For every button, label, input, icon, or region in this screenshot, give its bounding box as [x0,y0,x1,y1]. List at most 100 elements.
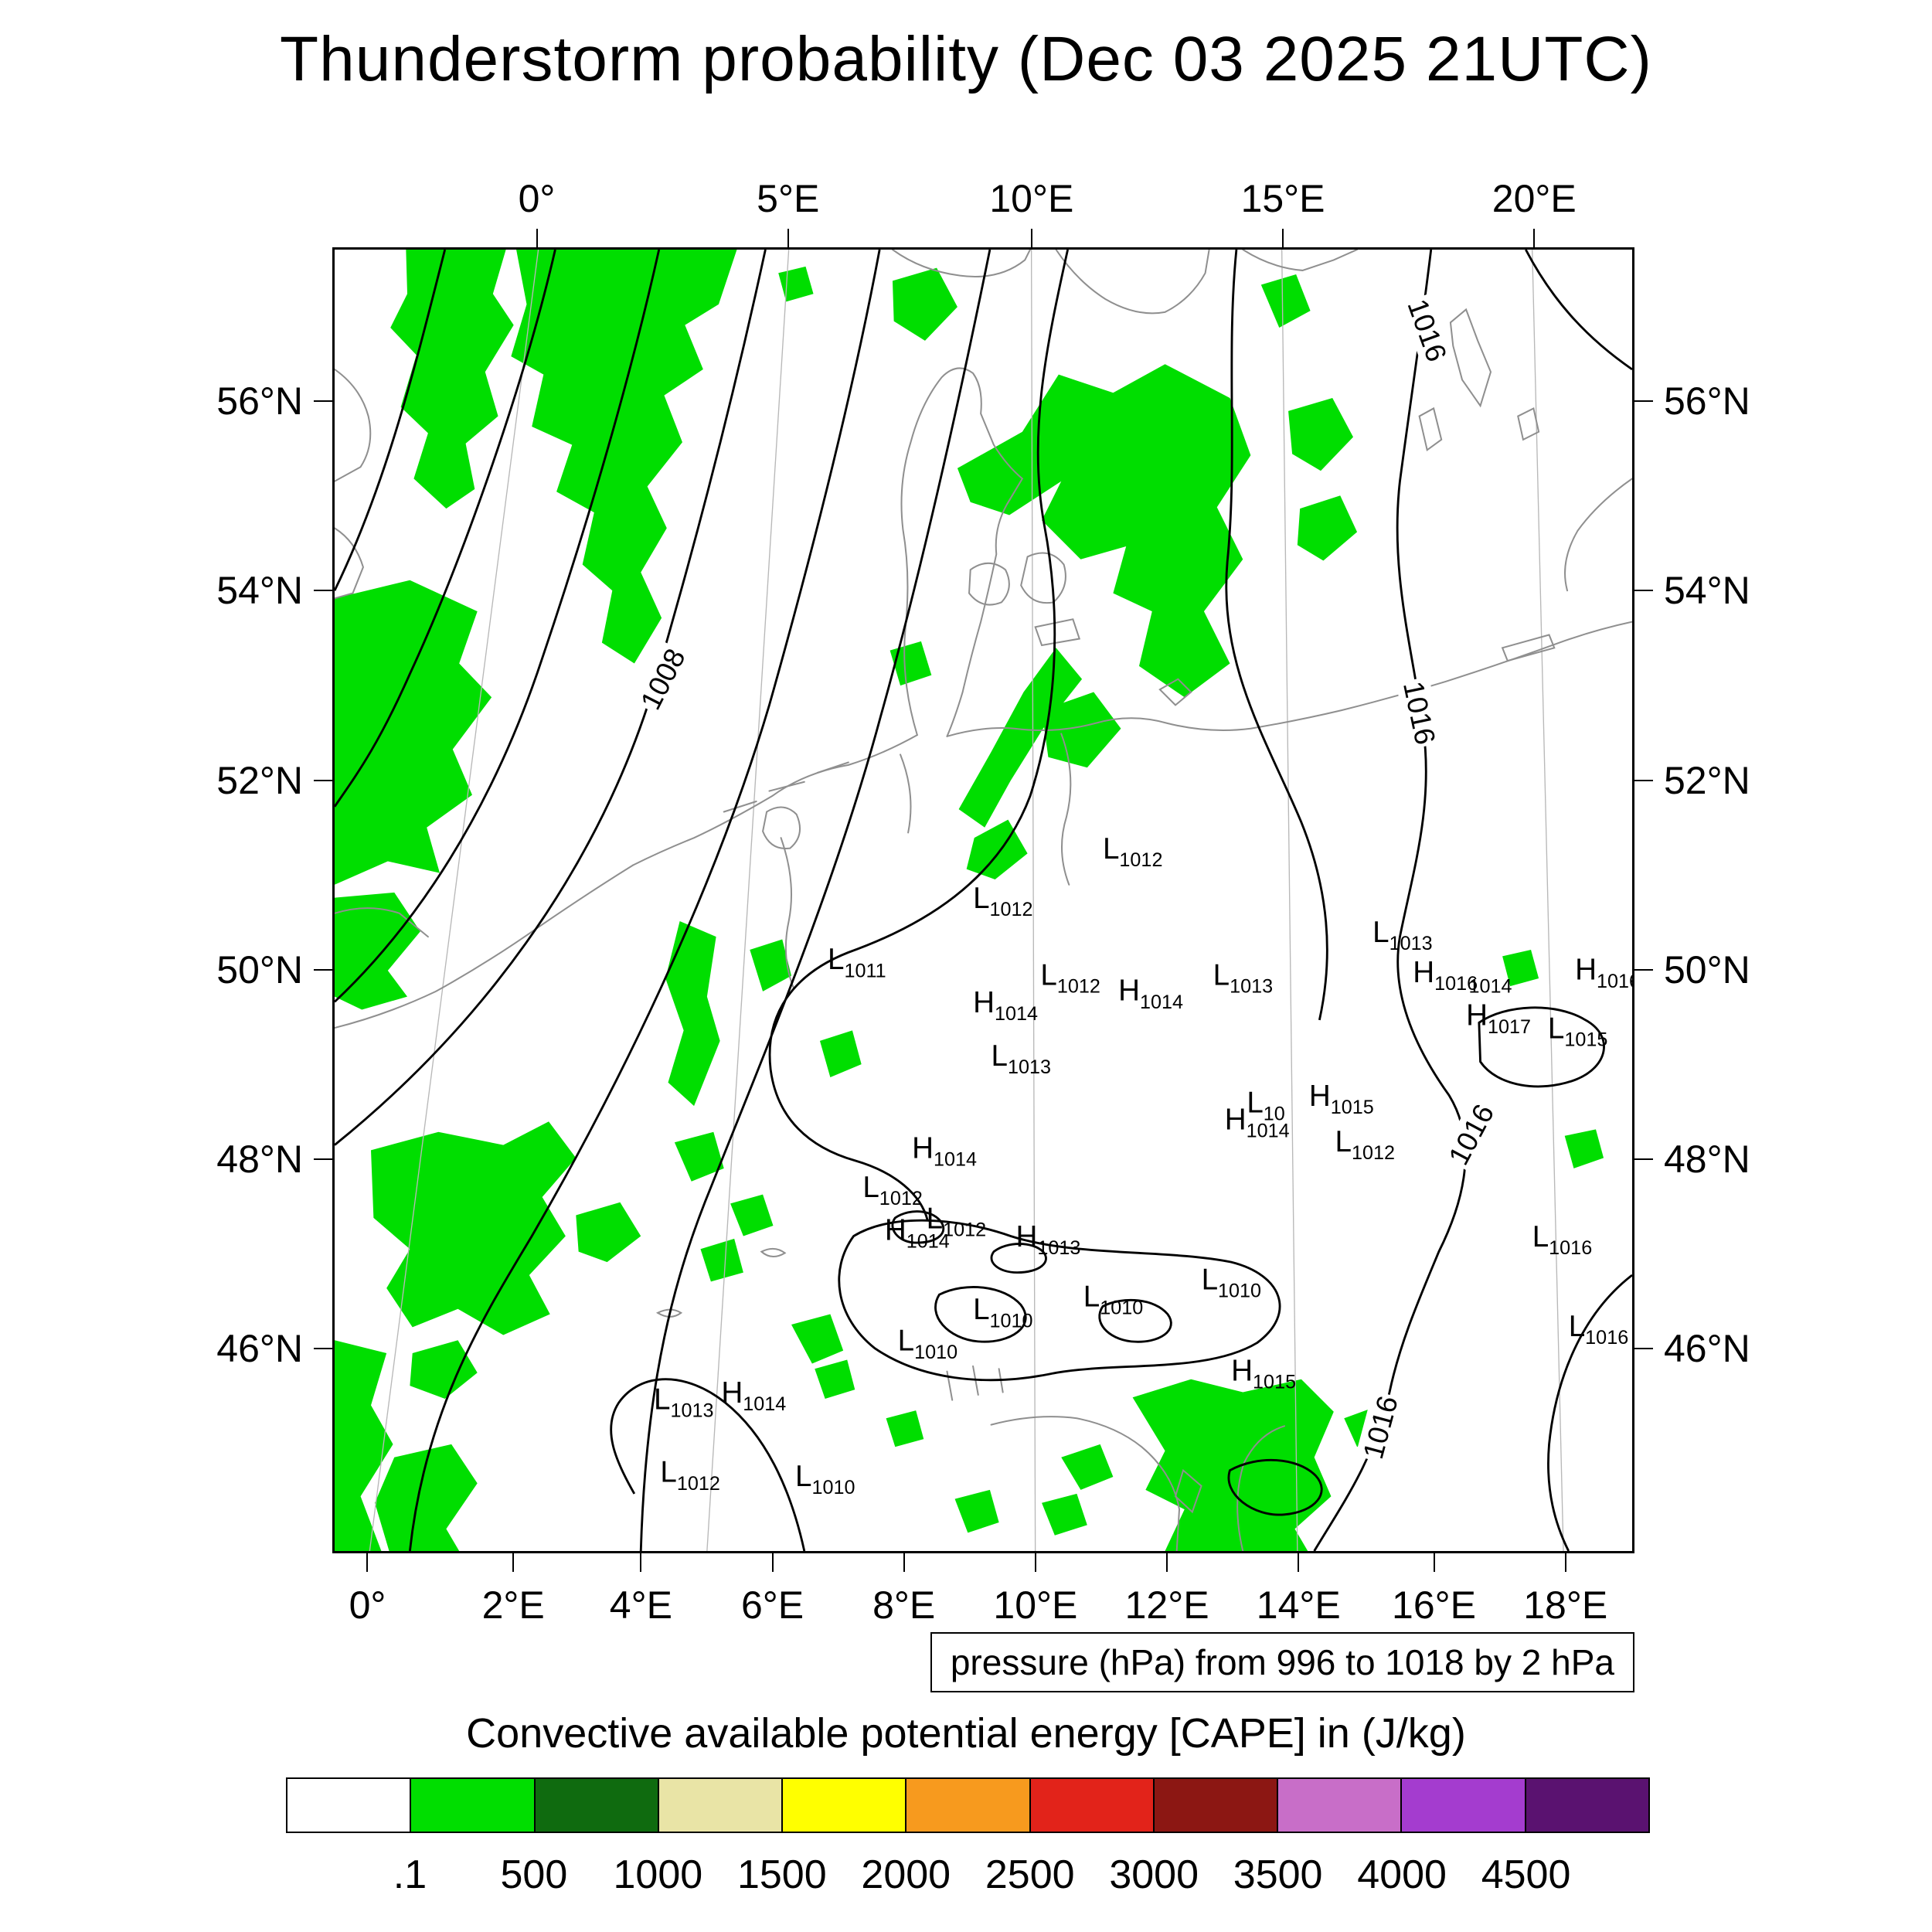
isobar-contour [335,250,447,591]
axis-label-top: 5°E [757,177,820,220]
coastline [1242,250,1359,271]
colorbar-cell [1154,1779,1279,1832]
pressure-center-label: L1010 [1202,1263,1261,1301]
colorbar-tick-label: 1500 [736,1852,827,1897]
axis-tick-right [1634,779,1653,781]
coastline [335,368,372,482]
cape-green-patch [674,1131,724,1182]
coastline [900,753,912,834]
pressure-center-label: L1015 [1548,1012,1607,1050]
coastline [1055,250,1210,315]
colorbar-cell [535,1779,659,1832]
pressure-center-label: L1010 [973,1293,1032,1332]
axis-label-top: 10°E [989,177,1074,220]
cape-green-patch [665,920,720,1107]
axis-tick-right [1634,1158,1653,1160]
cape-green-patch [1288,397,1354,471]
axis-tick-right [1634,968,1653,971]
coastline [723,801,757,813]
colorbar-tick-label: 500 [500,1852,568,1897]
cape-green-patch [375,1444,478,1551]
graticule-line [1532,250,1564,1551]
pressure-center-label: L1012 [973,882,1032,920]
coastline [655,1308,683,1318]
coastline [1060,733,1072,886]
axis-label-bottom: 12°E [1124,1583,1209,1627]
axis-tick-top [787,229,789,247]
pressure-center-label: H1014 [721,1376,786,1415]
page-title: Thunderstorm probability (Dec 03 2025 21… [280,24,1652,94]
pressure-center-label: H1014 [1225,1103,1290,1141]
isobar-label-bg [1400,292,1455,369]
isobar-contour [335,250,556,808]
coastline [891,250,1031,278]
pressure-note: pressure (hPa) from 996 to 1018 by 2 hPa [930,1632,1634,1692]
pressure-center-label: H1014 [912,1131,977,1170]
cape-green-patch [410,1340,478,1399]
colorbar-cell [1030,1779,1155,1832]
cape-green-patch [390,250,514,509]
axis-tick-bottom [1564,1553,1566,1572]
colorbar-cell [783,1779,907,1832]
pressure-center-label: L1013 [1372,916,1432,954]
axis-tick-right [1634,590,1653,592]
isobar-contour [1225,250,1328,1021]
pressure-center-label: L1011 [828,943,886,981]
pressure-center-label: H1015 [1309,1080,1374,1118]
pressure-center-label: H1013 [1015,1220,1080,1259]
coastline [1236,1425,1286,1551]
axis-tick-bottom [771,1553,774,1572]
axis-label-left: 46°N [216,1326,303,1370]
axis-label-bottom: 6°E [740,1583,804,1627]
coastline [1564,478,1632,592]
isobar-contour [1227,1458,1323,1516]
colorbar-cell [411,1779,536,1832]
cape-green-patch [1042,692,1121,768]
pressure-center-label: L1012 [1103,832,1162,871]
pressure-center-label: L1012 [1040,958,1100,997]
pressure-center-label: L1016 [1532,1220,1592,1259]
pressure-center-label: L1012 [927,1202,986,1240]
coastline [1034,618,1081,647]
pressure-center-label: L1012 [862,1171,922,1209]
map-frame: 1008 1016 1016 1016 1016 L1012 L1012 L1011 L1012… [332,247,1634,1553]
colorbar-cell [1526,1779,1648,1832]
axis-label-left: 56°N [216,379,303,423]
isobar-contour [335,250,661,1003]
cape-green-patch [1132,1379,1334,1551]
colorbar-cell [1402,1779,1526,1832]
cape-green-patch [957,364,1251,698]
axis-tick-top [1282,229,1284,247]
isobar-contour [639,250,992,1551]
cape-green-patch [815,1359,855,1399]
axis-label-right: 52°N [1664,758,1750,802]
axis-tick-bottom [366,1553,369,1572]
colorbar-tick-label: 2500 [985,1852,1075,1897]
axis-tick-right [1634,400,1653,403]
axis-label-bottom: 14°E [1256,1583,1341,1627]
pressure-center-label: L1012 [1335,1125,1395,1164]
cape-green-patch [730,1194,774,1236]
axis-tick-bottom [1034,1553,1036,1572]
axis-label-right: 48°N [1664,1137,1750,1181]
axis-tick-left [314,1158,332,1160]
axis-label-left: 54°N [216,569,303,613]
axis-label-top: 15°E [1240,177,1325,220]
axis-tick-left [314,779,332,781]
cape-green-patch [889,641,932,686]
axis-label-left: 52°N [216,758,303,802]
colorbar-cell [287,1779,412,1832]
colorbar-cell [1278,1779,1403,1832]
pressure-center-label: H1014 [973,986,1038,1025]
coastline [1501,634,1556,662]
colorbar-cell [658,1779,784,1832]
cape-green-patch [335,580,492,885]
cape-green-patch [1042,1493,1087,1536]
coastline [1449,308,1492,408]
axis-label-right: 54°N [1664,569,1750,613]
isobar-contour [838,1219,1281,1382]
coastline [335,864,634,1029]
